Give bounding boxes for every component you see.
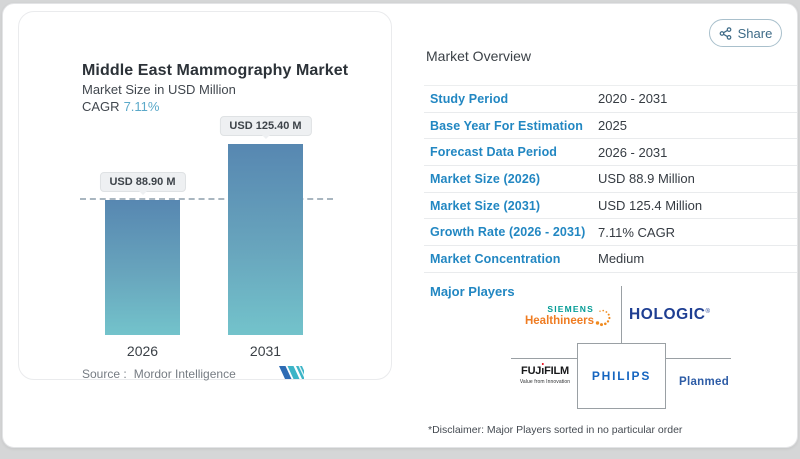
row-label: Market Size (2026)	[430, 171, 541, 186]
mordor-intelligence-logo-icon	[279, 366, 304, 379]
row-value: 2026 - 2031	[598, 144, 668, 160]
philips-logo-box: PHILIPS	[577, 343, 666, 409]
table-row-market-size-2031: Market Size (2031) USD 125.4 Million	[424, 193, 797, 220]
disclaimer-text: *Disclaimer: Major Players sorted in no …	[428, 424, 683, 436]
fujifilm-red-dot-i: ı	[541, 362, 544, 377]
healthineers-wordmark: Healthineers	[524, 314, 594, 327]
row-label: Base Year For Estimation	[430, 118, 583, 133]
row-value: 2025	[598, 118, 627, 134]
row-label: Growth Rate (2026 - 2031)	[430, 225, 586, 240]
players-grid-vertical-line	[621, 286, 622, 343]
share-button[interactable]: Share	[709, 19, 782, 47]
bar-2026[interactable]	[105, 199, 180, 335]
infographic-card: Middle East Mammography Market Market Si…	[2, 3, 798, 448]
cagr-value: 7.11%	[123, 99, 160, 114]
overview-table: Study Period 2020 - 2031 Base Year For E…	[424, 85, 797, 273]
source-line: Source : Mordor Intelligence	[82, 367, 236, 381]
table-row-market-size-2026: Market Size (2026) USD 88.9 Million	[424, 166, 797, 193]
share-nodes-icon	[719, 26, 732, 40]
row-value: Medium	[598, 251, 645, 267]
major-players-label: Major Players	[430, 284, 515, 299]
fujifilm-wordmark-pre: FUJ	[521, 365, 542, 377]
fujifilm-tagline: Value from Innovation	[519, 378, 571, 385]
chart-title: Middle East Mammography Market	[82, 62, 349, 79]
source-label: Source :	[82, 367, 127, 381]
planmed-logo: Planmed	[679, 376, 730, 388]
row-value: USD 125.4 Million	[598, 198, 703, 214]
table-row-market-concentration: Market Concentration Medium	[424, 246, 797, 273]
row-label: Study Period	[430, 91, 509, 106]
siemens-healthineers-logo: SIEMENS Healthineers	[508, 305, 594, 327]
row-label: Market Size (2031)	[430, 198, 541, 213]
siemens-wordmark: SIEMENS	[547, 304, 594, 314]
panel-title: Market Overview	[426, 48, 532, 64]
table-row-base-year: Base Year For Estimation 2025	[424, 113, 797, 140]
row-label: Forecast Data Period	[430, 145, 558, 160]
row-value: 7.11% CAGR	[598, 224, 676, 240]
bar-2031[interactable]	[228, 143, 303, 335]
table-row-growth-rate: Growth Rate (2026 - 2031) 7.11% CAGR	[424, 219, 797, 247]
fujifilm-wordmark-post: FILM	[544, 365, 569, 377]
bar-value-label-2026: USD 88.90 M	[99, 171, 186, 192]
table-row-study-period: Study Period 2020 - 2031	[424, 86, 797, 113]
philips-logo: PHILIPS	[591, 369, 652, 383]
fujifilm-red-dot-icon	[541, 362, 544, 365]
registered-mark: ®	[705, 308, 711, 315]
fujifilm-logo: FUJ ıFILM Value from Innovation	[511, 362, 579, 385]
bar-value-label-2031: USD 125.40 M	[219, 115, 312, 136]
chart-cagr: CAGR 7.11%	[82, 99, 159, 114]
chart-card: Middle East Mammography Market Market Si…	[18, 11, 392, 381]
row-value: USD 88.9 Million	[598, 171, 695, 187]
chart-subtitle: Market Size in USD Million	[82, 82, 236, 97]
hologic-wordmark: HOLOGIC	[629, 306, 706, 323]
healthineers-dots-icon	[595, 309, 611, 327]
hologic-logo: HOLOGIC®	[629, 306, 711, 324]
row-value: 2020 - 2031	[598, 91, 668, 107]
reference-dash-line	[80, 197, 333, 200]
row-label: Market Concentration	[430, 251, 561, 266]
table-row-forecast-period: Forecast Data Period 2026 - 2031	[424, 139, 797, 167]
share-label: Share	[737, 25, 773, 41]
x-axis-label-2031: 2031	[249, 343, 282, 359]
source-value: Mordor Intelligence	[133, 367, 236, 381]
x-axis-label-2026: 2026	[126, 343, 159, 359]
cagr-label: CAGR	[82, 99, 120, 114]
